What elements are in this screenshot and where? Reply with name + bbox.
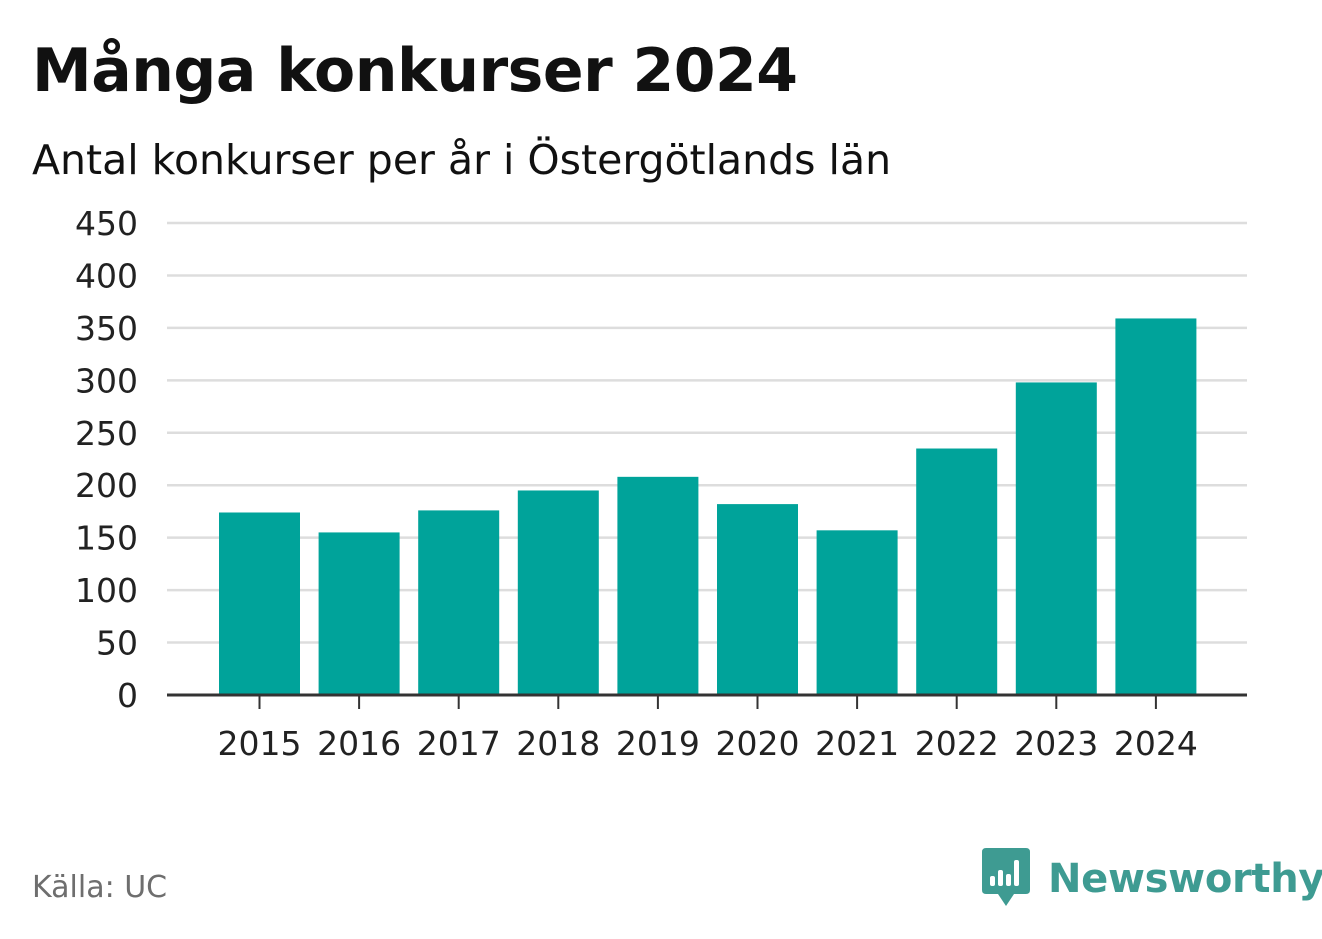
bar-2022 bbox=[916, 448, 998, 695]
x-tick-label: 2024 bbox=[1114, 724, 1198, 763]
source-note: Källa: UC bbox=[32, 870, 168, 905]
x-tick-label: 2023 bbox=[1014, 724, 1098, 763]
y-tick-label: 450 bbox=[75, 204, 138, 243]
bar-2015 bbox=[219, 512, 300, 695]
tick-labels: 0 50 100 150 200 250 300 350 400 450 2015 2016 2017 2… bbox=[75, 204, 1198, 763]
y-tick-label: 100 bbox=[75, 571, 138, 610]
y-tick-label: 50 bbox=[96, 624, 138, 663]
brand-logo: Newsworthy bbox=[982, 848, 1322, 910]
bar-2017 bbox=[418, 510, 500, 695]
x-tick-label: 2019 bbox=[616, 724, 700, 763]
x-tick-label: 2022 bbox=[915, 724, 999, 763]
y-tick-label: 250 bbox=[75, 414, 138, 453]
x-tick-label: 2021 bbox=[815, 724, 899, 763]
x-tick-label: 2018 bbox=[516, 724, 600, 763]
x-tick-label: 2015 bbox=[218, 724, 302, 763]
bars bbox=[219, 318, 1197, 695]
bar-2023 bbox=[1015, 382, 1097, 695]
bar-2021 bbox=[816, 530, 898, 695]
y-tick-label: 150 bbox=[75, 519, 138, 558]
chart-title: Många konkurser 2024 bbox=[32, 36, 798, 106]
axes bbox=[167, 693, 1247, 709]
brand-name: Newsworthy bbox=[1048, 856, 1322, 902]
bar-2019 bbox=[617, 476, 699, 695]
y-tick-label: 200 bbox=[75, 466, 138, 505]
y-tick-label: 350 bbox=[75, 309, 138, 348]
x-tick-label: 2017 bbox=[417, 724, 501, 763]
bar-2024 bbox=[1115, 318, 1197, 695]
x-tick-label: 2020 bbox=[716, 724, 800, 763]
chart-subtitle: Antal konkurser per år i Östergötlands l… bbox=[32, 136, 892, 184]
y-tick-label: 0 bbox=[117, 676, 138, 715]
bar-2020 bbox=[717, 504, 798, 695]
bar-2016 bbox=[318, 532, 400, 695]
y-tick-label: 400 bbox=[75, 256, 138, 295]
x-tick-label: 2016 bbox=[317, 724, 401, 763]
bar-2018 bbox=[517, 490, 599, 695]
y-tick-label: 300 bbox=[75, 361, 138, 400]
newsworthy-logo-icon bbox=[982, 848, 1030, 906]
